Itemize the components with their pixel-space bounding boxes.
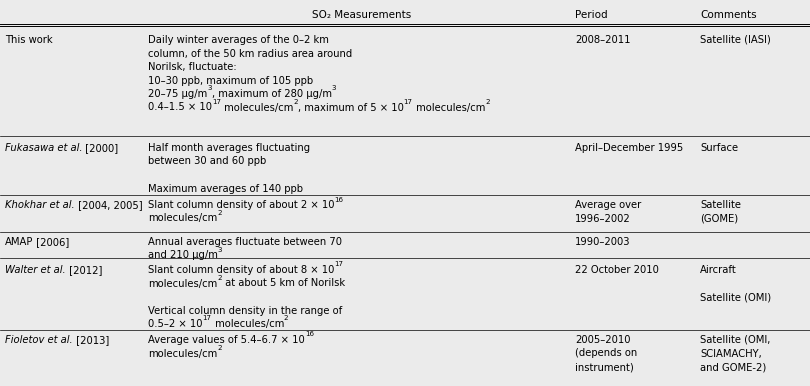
- Text: , maximum of 280 μg/m: , maximum of 280 μg/m: [211, 89, 332, 99]
- Text: Slant column density of about 2 × 10: Slant column density of about 2 × 10: [148, 200, 335, 210]
- Text: Satellite: Satellite: [700, 200, 741, 210]
- Text: Comments: Comments: [700, 10, 757, 20]
- Text: 2005–2010: 2005–2010: [575, 335, 630, 345]
- Text: 17: 17: [403, 99, 413, 105]
- Text: Average over: Average over: [575, 200, 642, 210]
- Text: 2: 2: [284, 315, 288, 322]
- Text: Maximum averages of 140 ppb: Maximum averages of 140 ppb: [148, 183, 303, 193]
- Text: 17: 17: [335, 261, 343, 267]
- Text: (GOME): (GOME): [700, 213, 738, 223]
- Text: Khokhar et al.: Khokhar et al.: [5, 200, 75, 210]
- Text: Surface: Surface: [700, 143, 738, 153]
- Text: Fioletov et al.: Fioletov et al.: [5, 335, 73, 345]
- Text: Satellite (OMI,: Satellite (OMI,: [700, 335, 770, 345]
- Text: 1990–2003: 1990–2003: [575, 237, 630, 247]
- Text: 16: 16: [335, 196, 343, 203]
- Text: (depends on: (depends on: [575, 349, 637, 359]
- Text: 2: 2: [217, 275, 222, 281]
- Text: Annual averages fluctuate between 70: Annual averages fluctuate between 70: [148, 237, 342, 247]
- Text: Slant column density of about 8 × 10: Slant column density of about 8 × 10: [148, 265, 335, 275]
- Text: molecules/cm: molecules/cm: [148, 213, 217, 223]
- Text: SO₂ Measurements: SO₂ Measurements: [312, 10, 411, 20]
- Text: 1996–2002: 1996–2002: [575, 213, 631, 223]
- Text: 2: 2: [217, 345, 222, 351]
- Text: molecules/cm: molecules/cm: [221, 103, 293, 112]
- Text: This work: This work: [5, 35, 53, 45]
- Text: 0.4–1.5 × 10: 0.4–1.5 × 10: [148, 103, 212, 112]
- Text: 3: 3: [332, 86, 336, 91]
- Text: instrument): instrument): [575, 362, 633, 372]
- Text: molecules/cm: molecules/cm: [148, 279, 217, 288]
- Text: Satellite (IASI): Satellite (IASI): [700, 35, 771, 45]
- Text: 2008–2011: 2008–2011: [575, 35, 630, 45]
- Text: , maximum of 5 × 10: , maximum of 5 × 10: [298, 103, 403, 112]
- Text: molecules/cm: molecules/cm: [413, 103, 485, 112]
- Text: Half month averages fluctuating: Half month averages fluctuating: [148, 143, 310, 153]
- Text: 3: 3: [207, 86, 211, 91]
- Text: 2: 2: [293, 99, 298, 105]
- Text: 16: 16: [305, 332, 313, 337]
- Text: [2006]: [2006]: [33, 237, 70, 247]
- Text: [2004, 2005]: [2004, 2005]: [75, 200, 143, 210]
- Text: molecules/cm: molecules/cm: [148, 349, 217, 359]
- Text: 22 October 2010: 22 October 2010: [575, 265, 659, 275]
- Text: [2000]: [2000]: [83, 143, 118, 153]
- Text: [2012]: [2012]: [66, 265, 102, 275]
- Text: column, of the 50 km radius area around: column, of the 50 km radius area around: [148, 49, 352, 59]
- Text: 3: 3: [218, 247, 223, 253]
- Text: between 30 and 60 ppb: between 30 and 60 ppb: [148, 156, 266, 166]
- Text: April–December 1995: April–December 1995: [575, 143, 684, 153]
- Text: AMAP: AMAP: [5, 237, 33, 247]
- Text: at about 5 km of Norilsk: at about 5 km of Norilsk: [222, 279, 345, 288]
- Text: and GOME-2): and GOME-2): [700, 362, 766, 372]
- Text: and 210 μg/m: and 210 μg/m: [148, 251, 218, 261]
- Text: [2013]: [2013]: [73, 335, 109, 345]
- Text: Vertical column density in the range of: Vertical column density in the range of: [148, 305, 343, 315]
- Text: 20–75 μg/m: 20–75 μg/m: [148, 89, 207, 99]
- Text: SCIAMACHY,: SCIAMACHY,: [700, 349, 761, 359]
- Text: 17: 17: [202, 315, 211, 322]
- Text: 17: 17: [212, 99, 221, 105]
- Text: Satellite (OMI): Satellite (OMI): [700, 292, 771, 302]
- Text: Walter et al.: Walter et al.: [5, 265, 66, 275]
- Text: 2: 2: [217, 210, 222, 216]
- Text: Daily winter averages of the 0–2 km: Daily winter averages of the 0–2 km: [148, 35, 329, 45]
- Text: 0.5–2 × 10: 0.5–2 × 10: [148, 319, 202, 329]
- Text: molecules/cm: molecules/cm: [211, 319, 284, 329]
- Text: 10–30 ppb, maximum of 105 ppb: 10–30 ppb, maximum of 105 ppb: [148, 76, 313, 86]
- Text: Norilsk, fluctuate:: Norilsk, fluctuate:: [148, 62, 237, 72]
- Text: Period: Period: [575, 10, 608, 20]
- Text: Aircraft: Aircraft: [700, 265, 737, 275]
- Text: Fukasawa et al.: Fukasawa et al.: [5, 143, 83, 153]
- Text: Average values of 5.4–6.7 × 10: Average values of 5.4–6.7 × 10: [148, 335, 305, 345]
- Text: 2: 2: [485, 99, 489, 105]
